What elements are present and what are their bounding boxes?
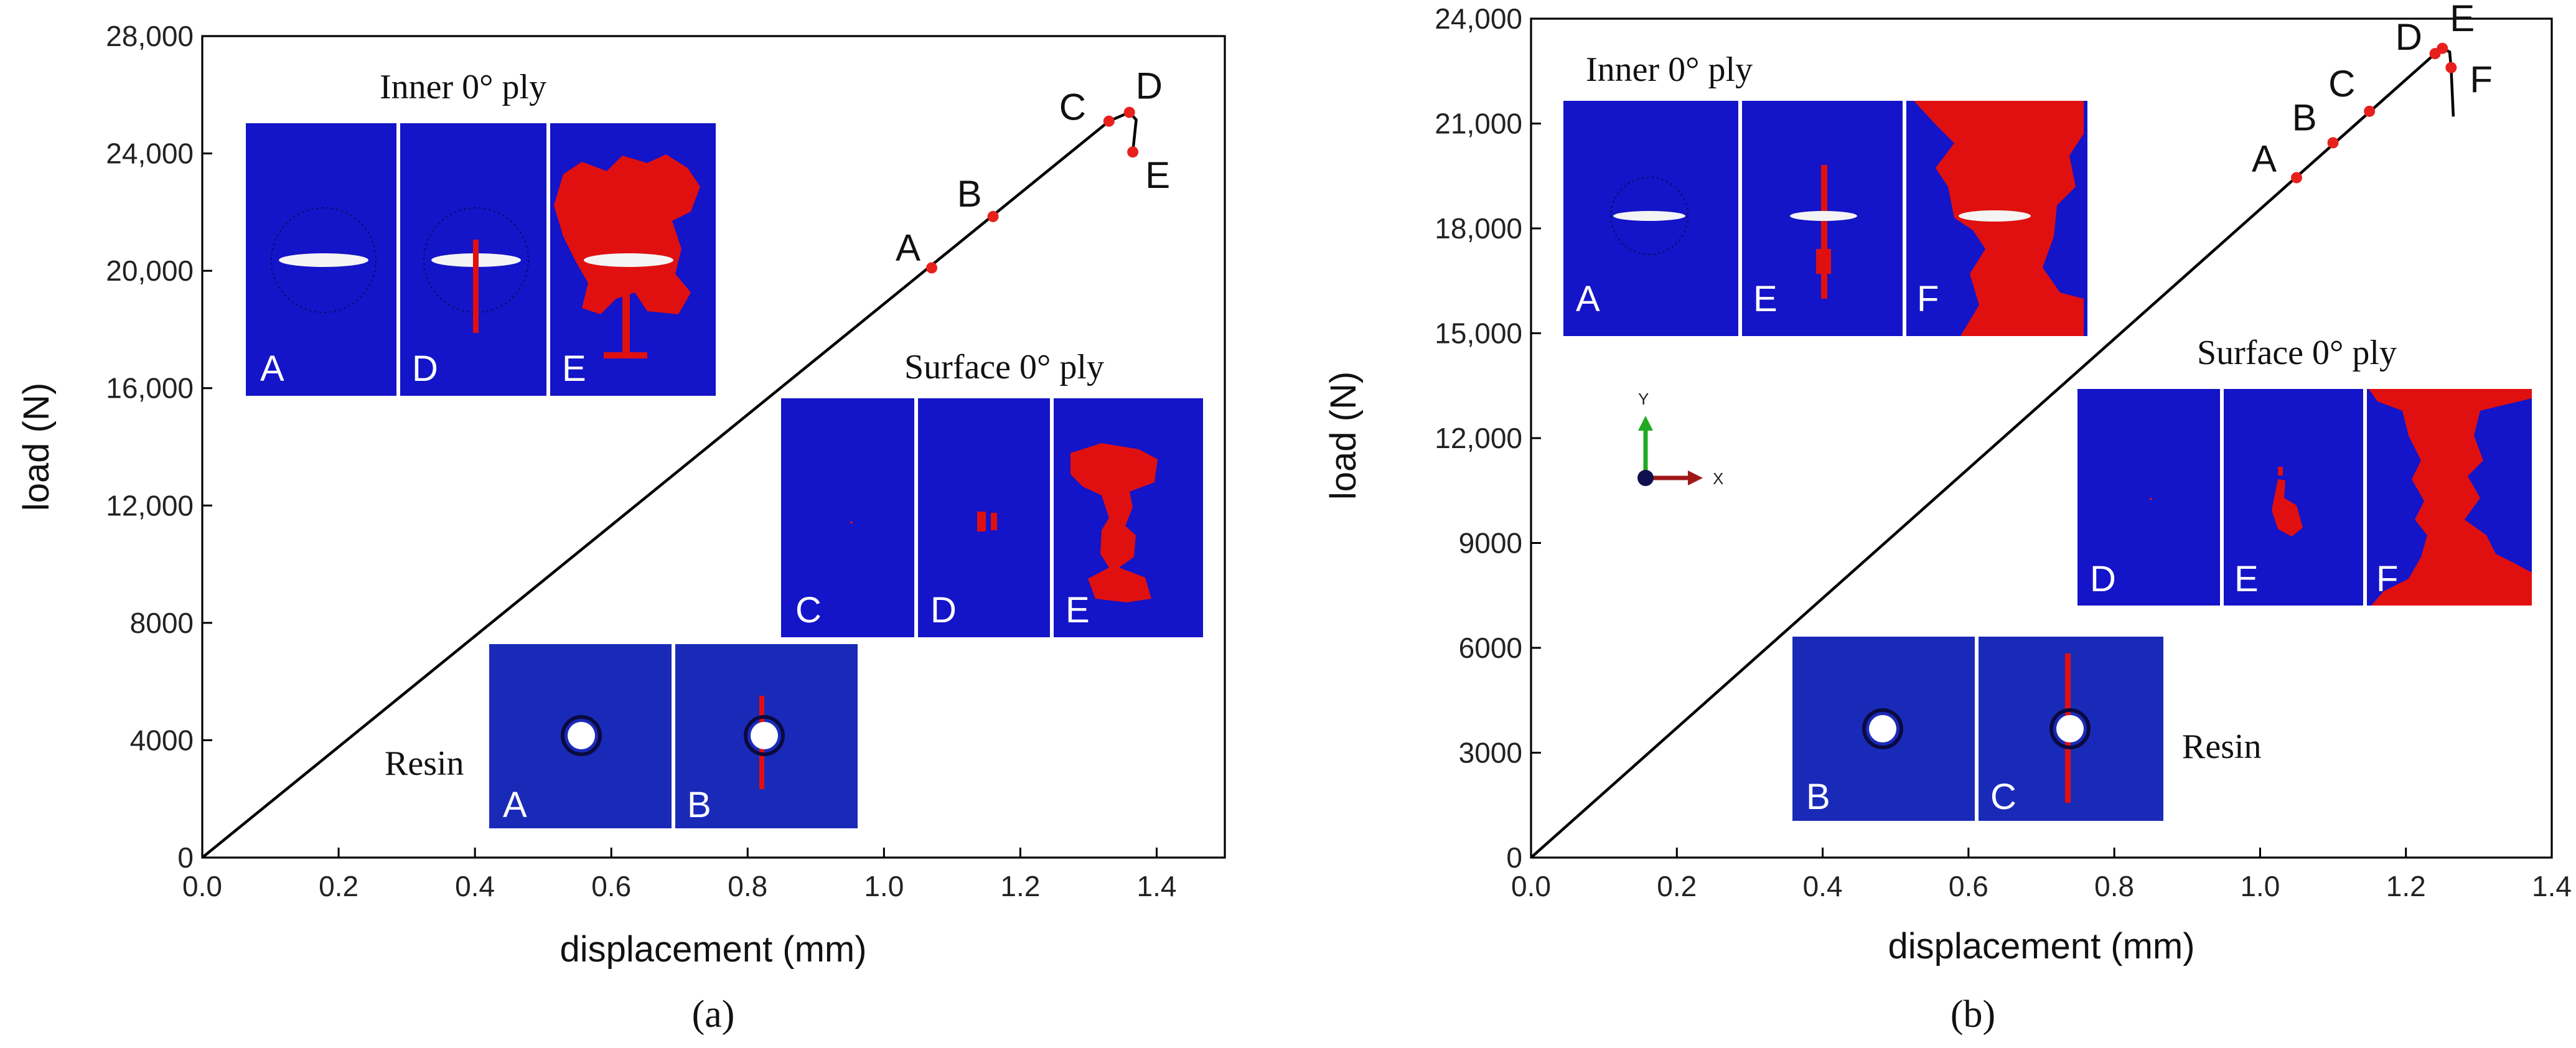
point-label-e: E (1145, 154, 1170, 196)
x-tick-label: 0.4 (455, 870, 495, 902)
x-tick-label: 0.8 (2094, 870, 2134, 902)
x-tick-label: 0.4 (1803, 870, 1843, 902)
y-tick-label: 24,000 (106, 138, 194, 170)
plot-frame-a (201, 35, 1226, 859)
point-label-b: B (2292, 96, 2317, 138)
y-tick-label: 6000 (1459, 632, 1522, 664)
x-tick-label: 0.6 (1949, 870, 1988, 902)
y-tick-label: 0 (177, 841, 194, 874)
x-tick-label: 0.6 (591, 870, 631, 902)
point-label-f: F (2470, 59, 2493, 101)
triad-y-label: Y (1638, 390, 1649, 408)
y-tick-label: 12,000 (106, 489, 194, 522)
y-tick-label: 20,000 (106, 255, 194, 287)
x-tick-label: 0.2 (1657, 870, 1697, 902)
panel-letter: D (2090, 559, 2116, 599)
panel-letter: B (687, 785, 711, 825)
data-point-b (2327, 137, 2339, 149)
axis-ticks-a: 0.0 0.2 0.4 0.6 0.8 1.0 1.2 1.4 0 4000 8000 12,000 1… (106, 20, 1176, 902)
inset-title: Resin (385, 744, 464, 783)
x-tick-label: 1.4 (1136, 870, 1176, 902)
data-point-c (1103, 115, 1115, 127)
x-axis-title-a: displacement (mm) (560, 929, 866, 970)
axis-triad: Y X (1637, 390, 1723, 488)
x-tick-label: 0.0 (182, 870, 222, 902)
inset-surface-ply-b: Surface 0° ply D E F (2077, 334, 2532, 606)
x-axis-title-b: displacement (mm) (1888, 926, 2194, 966)
x-tick-label: 1.4 (2532, 870, 2572, 902)
chart-a: 0.0 0.2 0.4 0.6 0.8 1.0 1.2 1.4 0 4000 8000 12,000 1… (16, 20, 1226, 1036)
y-tick-label: 8000 (130, 607, 194, 639)
x-tick-label: 1.2 (2386, 870, 2426, 902)
x-tick-label: 0.8 (728, 870, 767, 902)
panel-letter: B (1806, 777, 1830, 817)
panel-letter: E (2234, 559, 2259, 599)
y-axis-title-a: load (N) (16, 383, 57, 511)
panel-letter: A (503, 785, 527, 825)
y-tick-label: 21,000 (1435, 108, 1522, 140)
x-tick-label: 0.0 (1511, 870, 1551, 902)
inset-title: Resin (2182, 728, 2262, 766)
y-axis-title-b: load (N) (1323, 372, 1364, 500)
inset-inner-ply-b: Inner 0° ply A E F (1563, 50, 2087, 336)
caption-b: (b) (1951, 993, 1995, 1036)
inset-title: Surface 0° ply (2197, 334, 2397, 372)
panel-letter: C (1990, 777, 2016, 817)
panel-letter: E (562, 349, 586, 389)
triad-x-label: X (1713, 469, 1723, 488)
data-point-d (1123, 106, 1135, 118)
inset-resin-a: Resin A B (385, 644, 858, 828)
caption-a: (a) (692, 993, 735, 1036)
panel-letter: A (1576, 279, 1600, 319)
panel-letter: D (930, 590, 957, 630)
data-point-e (2437, 42, 2448, 54)
panel-letter: F (1917, 279, 1939, 319)
inset-inner-ply-a: Inner 0° ply A D E (246, 68, 716, 396)
data-point-a (926, 262, 938, 274)
y-tick-label: 3000 (1459, 737, 1522, 769)
point-label-b: B (957, 173, 982, 215)
panel-letter: A (260, 349, 284, 389)
inset-title: Surface 0° ply (904, 348, 1104, 386)
point-label-c: C (2328, 63, 2355, 105)
chart-b: 0.0 0.2 0.4 0.6 0.8 1.0 1.2 1.4 0 3000 6000 9000 12,… (1323, 0, 2572, 1036)
x-tick-label: 0.2 (319, 870, 358, 902)
inset-resin-b: Resin B C (1792, 637, 2262, 821)
y-tick-label: 0 (1506, 841, 1522, 874)
y-tick-label: 12,000 (1435, 422, 1522, 454)
marked-points-a: AB C D E (896, 65, 1170, 274)
panel-letter: E (1753, 279, 1777, 319)
panel-letter: F (2376, 559, 2398, 599)
y-tick-label: 28,000 (106, 20, 194, 52)
inset-surface-ply-a: Surface 0° ply C D E (781, 348, 1203, 637)
data-point-e (1127, 146, 1139, 158)
y-tick-label: 4000 (130, 724, 194, 756)
x-tick-label: 1.0 (864, 870, 904, 902)
panel-letter: C (795, 590, 822, 630)
data-point-f (2445, 62, 2457, 73)
y-tick-label: 15,000 (1435, 317, 1522, 350)
y-tick-label: 16,000 (106, 372, 194, 405)
y-tick-label: 9000 (1459, 527, 1522, 559)
x-tick-label: 1.0 (2240, 870, 2280, 902)
data-point-a (2291, 172, 2302, 184)
y-tick-label: 18,000 (1435, 212, 1522, 245)
point-label-d: D (1136, 65, 1163, 107)
panel-letter: E (1066, 590, 1090, 630)
y-tick-label: 24,000 (1435, 2, 1522, 35)
axis-ticks-b: 0.0 0.2 0.4 0.6 0.8 1.0 1.2 1.4 0 3000 6000 9000 12,… (1435, 2, 2572, 902)
x-tick-label: 1.2 (1000, 870, 1040, 902)
data-point-b (987, 210, 999, 222)
point-label-c: C (1059, 87, 1086, 128)
point-label-a: A (2252, 138, 2277, 180)
panel-letter: D (412, 349, 438, 389)
point-label-d: D (2396, 16, 2422, 58)
point-label-a: A (896, 227, 920, 268)
data-point-c (2364, 105, 2376, 117)
inset-title: Inner 0° ply (1586, 50, 1753, 89)
point-label-e: E (2450, 0, 2475, 39)
inset-title: Inner 0° ply (380, 68, 546, 106)
